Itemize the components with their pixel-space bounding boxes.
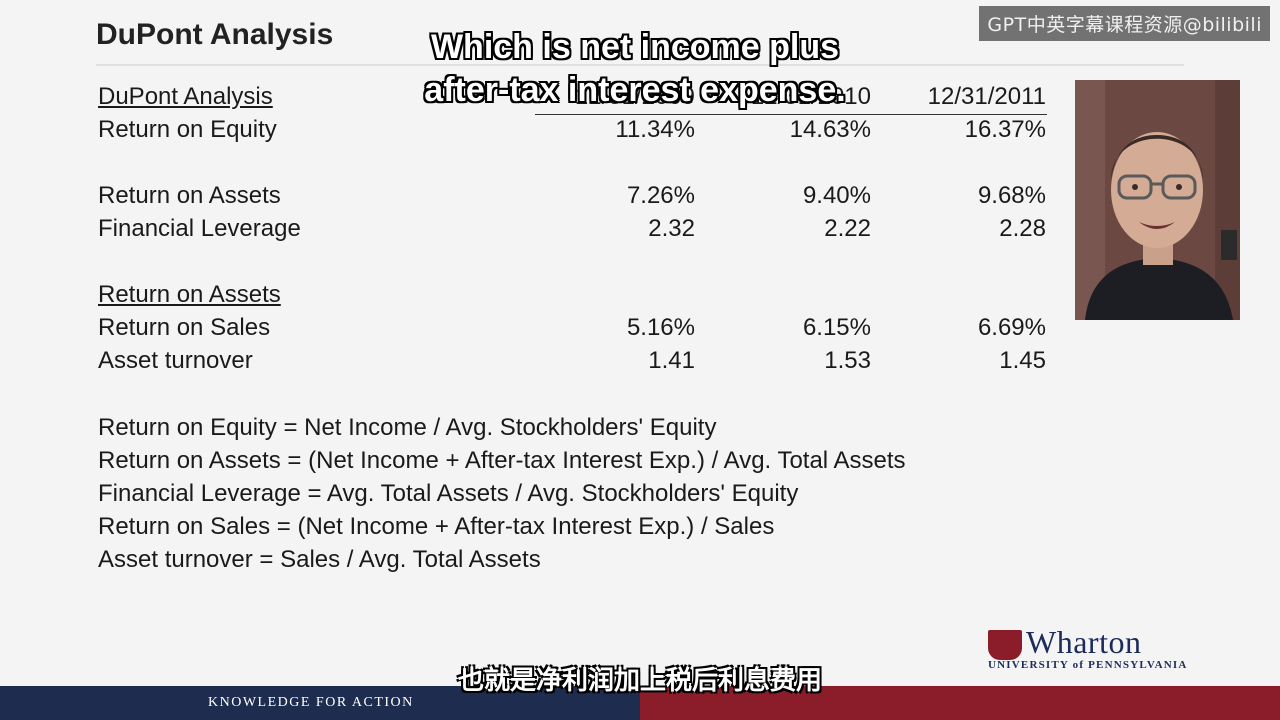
cell-value: 11.34%: [615, 116, 695, 143]
date-col-3: 12/31/2011: [927, 83, 1046, 110]
row-label: Financial Leverage: [98, 215, 301, 242]
footer-bar-navy: [0, 686, 640, 720]
cell-value: 9.40%: [802, 182, 871, 209]
logo-wordmark: Wharton: [1026, 624, 1142, 660]
cell-value: 6.69%: [977, 314, 1046, 341]
cell-value: 1.41: [648, 347, 695, 374]
penn-shield-icon: [988, 630, 1022, 660]
watermark: GPT中英字幕课程资源@bilibili: [979, 6, 1270, 41]
cell-value: 16.37%: [964, 116, 1046, 143]
presenter-image: [1075, 80, 1240, 320]
presenter-video: [1075, 80, 1240, 320]
cell-value: 2.28: [999, 215, 1046, 242]
formula-ros: Return on Sales = (Net Income + After-ta…: [98, 513, 775, 540]
slide-title: DuPont Analysis: [96, 18, 334, 51]
cell-value: 9.68%: [977, 182, 1046, 209]
subtitle-chinese: 也就是净利润加上税后利息费用: [457, 666, 822, 696]
formula-roa: Return on Assets = (Net Income + After-t…: [98, 447, 906, 474]
subtitle-english: Which is net income plus after-tax inter…: [424, 28, 846, 109]
row-label: Asset turnover: [98, 347, 253, 374]
row-label: Return on Equity: [98, 116, 277, 143]
table-header-label: DuPont Analysis: [98, 83, 273, 110]
title-divider: [96, 64, 1184, 66]
footer-bar-crimson: [640, 686, 1280, 720]
date-col-1: 12/31/2009: [574, 83, 695, 110]
row-label: Return on Assets: [98, 182, 281, 209]
cell-value: 14.63%: [789, 116, 871, 143]
section-label: Return on Assets: [98, 281, 281, 308]
cell-value: 7.26%: [626, 182, 695, 209]
formula-turnover: Asset turnover = Sales / Avg. Total Asse…: [98, 546, 541, 573]
logo-subtitle: UNIVERSITY of PENNSYLVANIA: [988, 659, 1188, 671]
cell-value: 6.15%: [802, 314, 871, 341]
row-label: Return on Sales: [98, 314, 271, 341]
formula-leverage: Financial Leverage = Avg. Total Assets /…: [98, 480, 799, 507]
wharton-logo: Wharton UNIVERSITY of PENNSYLVANIA: [988, 624, 1193, 673]
formula-roe: Return on Equity = Net Income / Avg. Sto…: [98, 414, 717, 441]
cell-value: 2.22: [824, 215, 871, 242]
cell-value: 1.53: [824, 347, 871, 374]
header-underline: [535, 114, 1047, 115]
cell-value: 1.45: [999, 347, 1046, 374]
date-col-2: 12/31/2010: [750, 83, 871, 110]
cell-value: 5.16%: [626, 314, 695, 341]
footer-tagline: KNOWLEDGE FOR ACTION: [208, 695, 414, 710]
cell-value: 2.32: [648, 215, 695, 242]
